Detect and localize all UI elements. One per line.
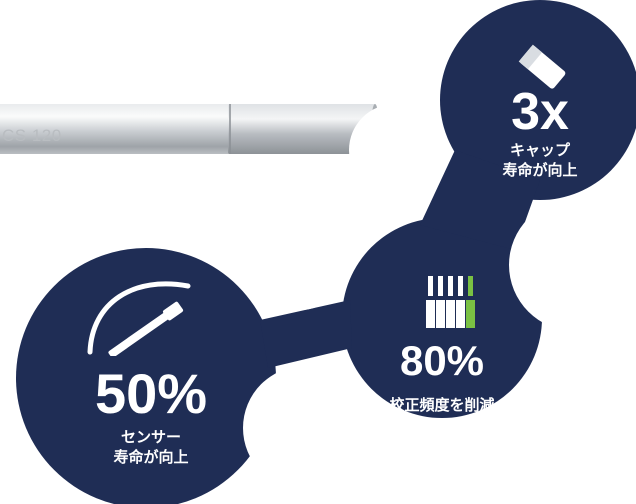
cap-icon (518, 44, 566, 89)
cap-stat-caption: キャップ 寿命が向上 (470, 140, 610, 181)
sensor-probe-icon (87, 281, 191, 356)
calibration-caption-line-1: 校正頻度を削減 (389, 396, 495, 414)
sensor-caption-line-2: 寿命が向上 (113, 448, 189, 467)
rod-engraving: CS 120 (2, 126, 62, 145)
sensor-stat-caption: センサー 寿命が向上 (76, 427, 226, 468)
cap-caption-line-1: キャップ (509, 141, 570, 159)
sensor-stat-value: 50% (94, 362, 208, 425)
cap-caption-line-2: 寿命が向上 (502, 161, 578, 180)
calibration-stat-caption: 校正頻度を削減 (362, 395, 522, 415)
cap-stat-value: 3x (511, 83, 569, 141)
sensor-caption-line-1: センサー (120, 428, 181, 446)
calibration-stat-value: 80% (399, 337, 485, 384)
calibration-bars-icon (426, 276, 475, 328)
